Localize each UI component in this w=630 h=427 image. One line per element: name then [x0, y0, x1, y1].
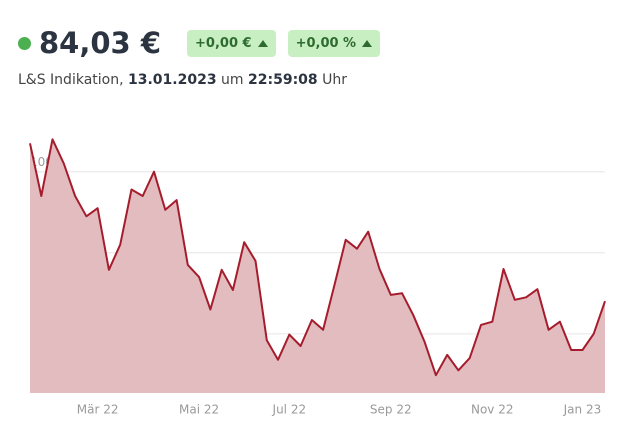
change-pct: +0,00 % — [295, 35, 357, 51]
unit: Uhr — [322, 72, 347, 88]
x-tick-label: Jan 23 — [563, 403, 602, 417]
x-tick-label: Sep 22 — [370, 403, 412, 417]
source: L&S Indikation, — [18, 72, 124, 88]
price: 84,03 € — [39, 26, 162, 60]
change-badge: +0,00 % — [287, 29, 381, 57]
x-tick-label: Jul 22 — [272, 403, 307, 417]
change-abs: +0,00 € — [195, 35, 252, 51]
time: 22:59:08 — [248, 72, 318, 88]
up-arrow — [362, 39, 373, 47]
line — [29, 138, 606, 377]
header: 84,03 € +0,00 € +0,00 % — [18, 26, 392, 60]
x-tick-label: Mär 22 — [77, 403, 119, 417]
x-tick-label: Mai 22 — [179, 403, 219, 417]
date: 13.01.2023 — [128, 72, 217, 88]
change-badge: +0,00 € — [187, 29, 276, 57]
status-dot — [18, 36, 31, 50]
subtitle: L&S Indikation, 13.01.2023 um 22:59:08 U… — [18, 72, 347, 88]
up-arrow — [257, 39, 268, 47]
area — [30, 139, 605, 393]
x-tick-label: Nov 22 — [471, 403, 514, 417]
um: um — [221, 72, 244, 88]
